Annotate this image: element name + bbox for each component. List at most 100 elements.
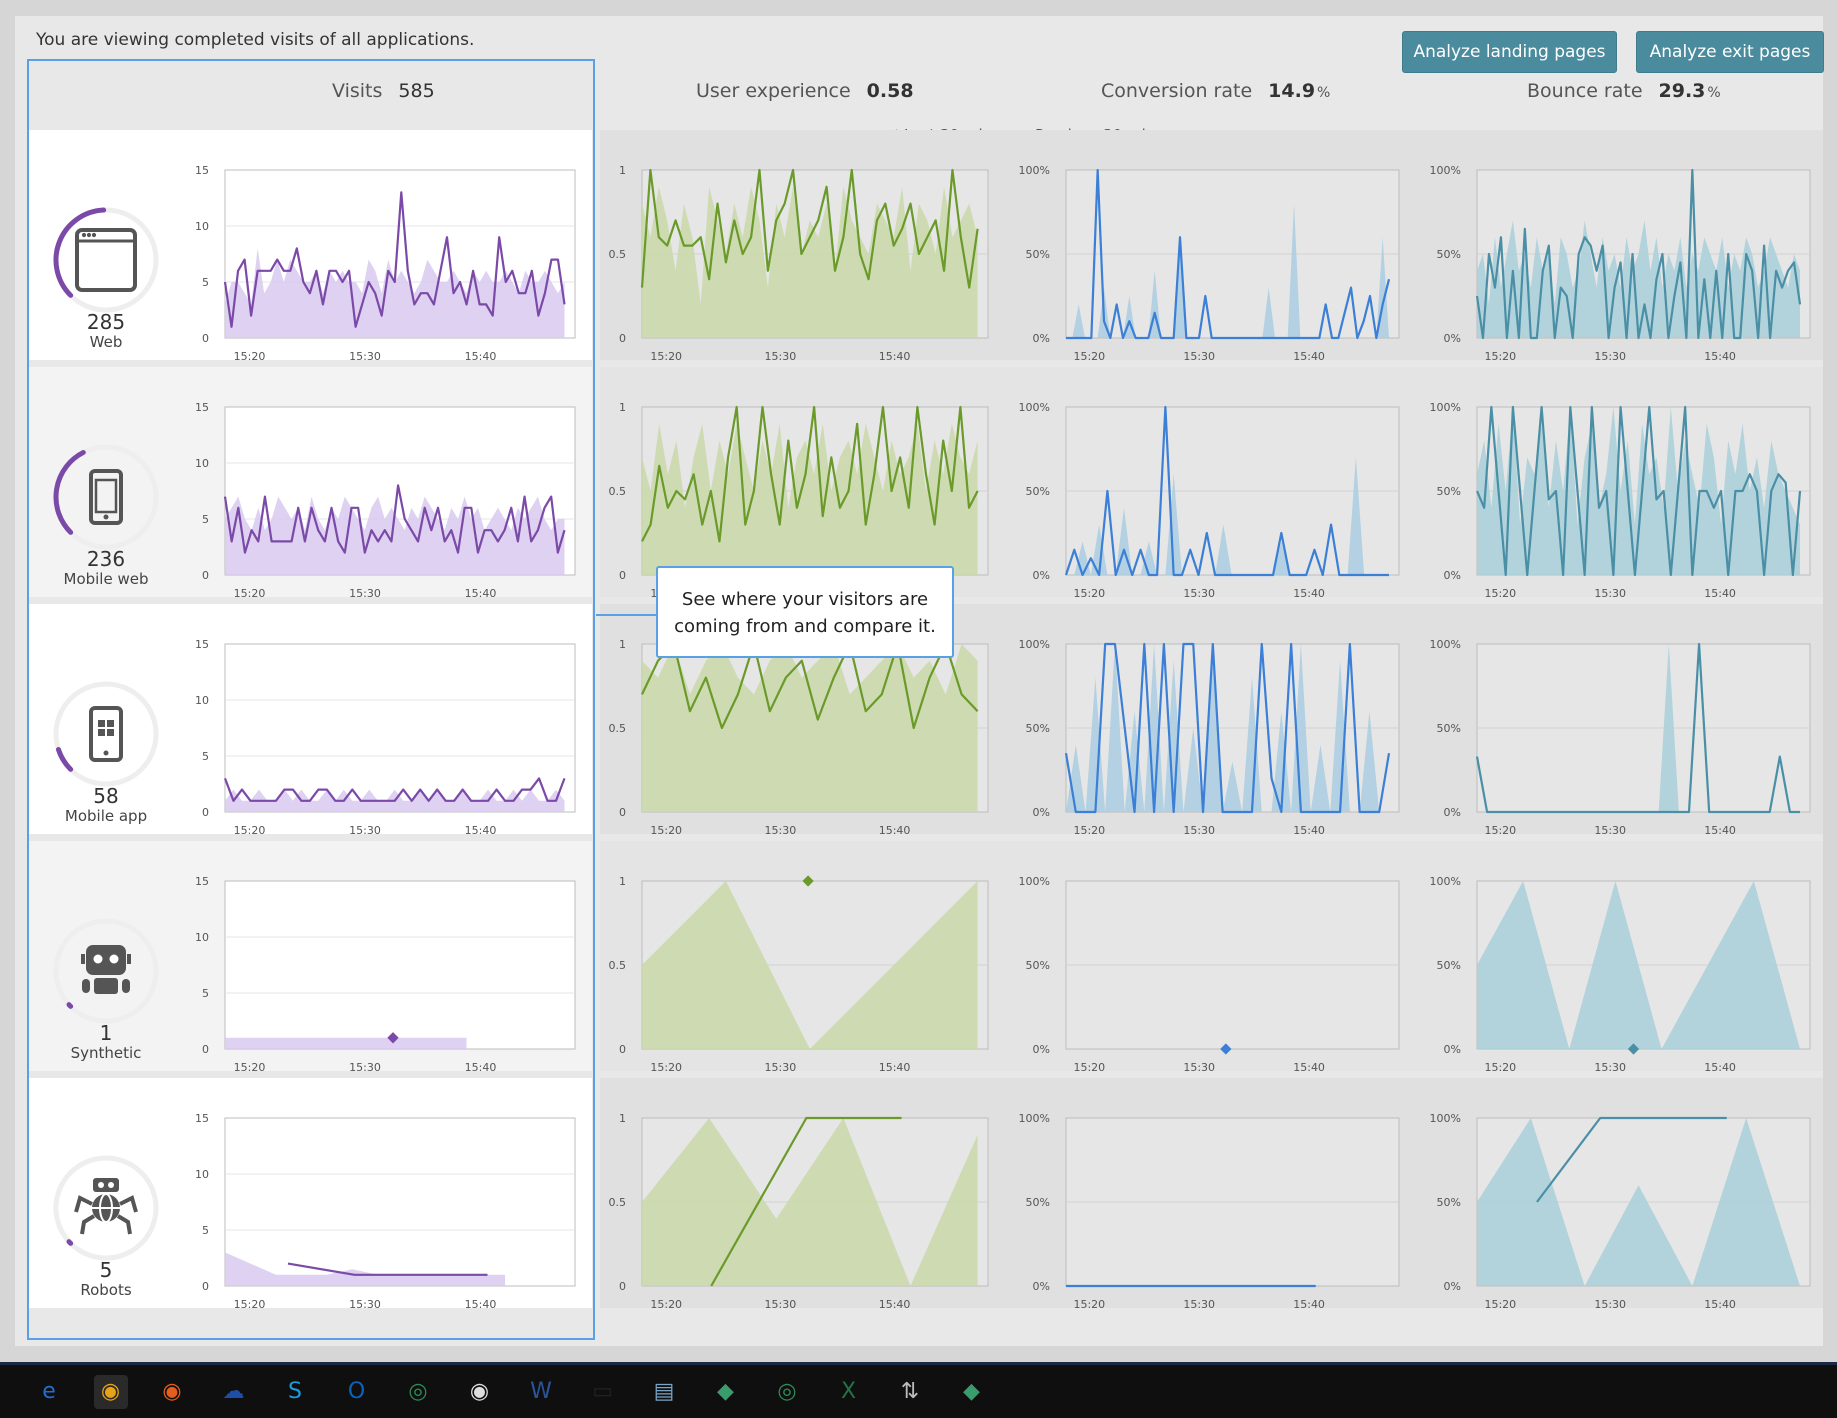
y-tick-label: 50% [1026, 485, 1050, 498]
x-tick-label: 15:20 [234, 587, 266, 600]
ux-value: 0.58 [866, 80, 914, 102]
x-tick-label: 15:30 [349, 587, 381, 600]
x-tick-label: 15:30 [1594, 350, 1626, 363]
x-tick-label: 15:40 [1293, 824, 1325, 837]
chart-bounce-rate: 100% 50% 0% 15:20 15:30 15:40 [1430, 638, 1811, 837]
x-tick-label: 15:20 [650, 824, 682, 837]
outlook-icon[interactable]: O [347, 1379, 366, 1404]
x-tick-label: 15:30 [1594, 824, 1626, 837]
x-tick-label: 15:40 [465, 1298, 497, 1311]
x-tick-label: 15:20 [650, 1298, 682, 1311]
user-experience-metric: User experience 0.58 [696, 80, 914, 102]
x-tick-label: 15:20 [234, 1298, 266, 1311]
y-tick-label: 0% [1444, 1280, 1461, 1293]
x-tick-label: 15:30 [1594, 1061, 1626, 1074]
current-series-line [223, 191, 566, 328]
dynatrace-icon[interactable]: ◎ [408, 1379, 428, 1404]
y-tick-label: 0 [202, 1280, 209, 1293]
previous-series-area [642, 423, 978, 575]
x-tick-label: 15:20 [234, 824, 266, 837]
conversion-label: Conversion rate [1101, 80, 1253, 102]
plot-area [224, 880, 576, 1050]
dynatrace-2-icon[interactable]: ◎ [777, 1379, 797, 1404]
current-series-point [1627, 1043, 1640, 1055]
visit-count: 285 [86, 310, 126, 334]
gauge-arc [55, 746, 74, 772]
chart-visits: 15 10 5 0 15:20 15:30 15:40 [195, 164, 576, 363]
x-tick-label: 15:30 [765, 1061, 797, 1074]
previous-series-area [1066, 457, 1390, 575]
x-tick-label: 15:30 [1183, 1298, 1215, 1311]
previous-series-area [642, 881, 978, 1049]
x-tick-label: 15:30 [1183, 587, 1215, 600]
windows-start-icon[interactable] [0, 1375, 14, 1409]
visit-count: 58 [93, 784, 119, 808]
visit-count: 1 [99, 1021, 113, 1045]
current-series-line [223, 777, 566, 802]
chrome-icon[interactable]: ◉ [93, 1375, 128, 1409]
terminal-icon[interactable]: ▭ [592, 1379, 613, 1404]
chart-conversion-rate: 100% 50% 0% 15:20 15:30 15:40 [1019, 1112, 1400, 1311]
analyze-landing-pages-button[interactable]: Analyze landing pages [1402, 31, 1617, 73]
gauge-arc [66, 1239, 74, 1246]
current-series-line [287, 1262, 488, 1276]
current-series-line [1475, 405, 1802, 577]
conversion-unit: % [1317, 85, 1331, 101]
y-tick-label: 50% [1026, 722, 1050, 735]
y-tick-label: 1 [619, 401, 626, 414]
visit-count: 5 [99, 1258, 113, 1282]
network-icon[interactable]: ⇅ [900, 1379, 920, 1404]
x-tick-label: 15:40 [465, 350, 497, 363]
excel-icon[interactable]: X [840, 1379, 857, 1404]
app-2-icon[interactable]: ◆ [963, 1379, 980, 1404]
visit-count: 236 [86, 547, 126, 571]
crawler-robot-icon [74, 1178, 138, 1235]
y-tick-label: 0% [1033, 1043, 1050, 1056]
firefox-icon[interactable]: ◉ [162, 1379, 182, 1404]
x-tick-label: 15:40 [465, 1061, 497, 1074]
y-tick-label: 100% [1430, 401, 1461, 414]
x-tick-label: 15:20 [1073, 587, 1105, 600]
analyze-exit-pages-button[interactable]: Analyze exit pages [1636, 31, 1824, 73]
y-tick-label: 1 [619, 1112, 626, 1125]
y-tick-label: 0% [1444, 332, 1461, 345]
gauge-track [53, 918, 159, 1024]
x-tick-label: 15:20 [1073, 1061, 1105, 1074]
y-tick-label: 50% [1437, 722, 1461, 735]
y-tick-label: 50% [1026, 1196, 1050, 1209]
y-tick-label: 50% [1437, 248, 1461, 261]
y-tick-label: 10 [195, 457, 209, 470]
word-icon[interactable]: W [530, 1379, 552, 1404]
internet-explorer-icon[interactable]: e [42, 1379, 56, 1404]
y-tick-label: 15 [195, 1112, 209, 1125]
app-type-gauge [53, 444, 159, 550]
y-tick-label: 0.5 [609, 485, 627, 498]
x-tick-label: 15:30 [1594, 1298, 1626, 1311]
chart-visits: 15 10 5 0 15:20 15:30 15:40 [195, 401, 576, 600]
app-type-label: Mobile app [64, 807, 148, 825]
x-tick-label: 15:20 [1484, 350, 1516, 363]
view-notice: You are viewing completed visits of all … [36, 30, 475, 50]
app-type-gauge [53, 207, 159, 313]
coachmark-tooltip[interactable]: See where your visitors are coming from … [656, 566, 954, 658]
skype-icon[interactable]: S [288, 1379, 302, 1404]
x-tick-label: 15:30 [1594, 587, 1626, 600]
app-icon[interactable]: ◆ [717, 1379, 734, 1404]
x-tick-label: 15:20 [1484, 1061, 1516, 1074]
app-type-label: Synthetic [70, 1044, 142, 1062]
x-tick-label: 15:30 [1183, 350, 1215, 363]
y-tick-label: 100% [1019, 875, 1050, 888]
gauge-arc [66, 1002, 74, 1009]
notepad-icon[interactable]: ▤ [653, 1379, 675, 1404]
x-tick-label: 15:20 [1484, 587, 1516, 600]
gauge-arc [53, 449, 86, 535]
x-tick-label: 15:20 [234, 1061, 266, 1074]
y-tick-label: 100% [1019, 401, 1050, 414]
current-series-line [1475, 168, 1802, 340]
onedrive-icon[interactable]: ☁ [222, 1379, 245, 1404]
y-tick-label: 100% [1019, 164, 1050, 177]
github-icon[interactable]: ◉ [469, 1379, 490, 1404]
bounce-label: Bounce rate [1527, 80, 1643, 102]
y-tick-label: 0 [202, 1043, 209, 1056]
previous-series-area [642, 1118, 978, 1286]
